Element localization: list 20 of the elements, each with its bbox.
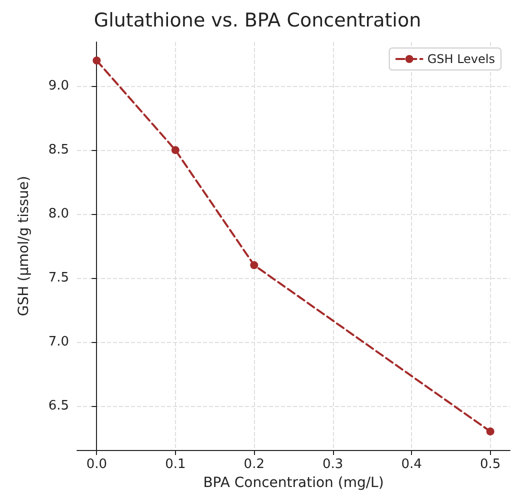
y-tick-label: 9.0 bbox=[48, 78, 69, 94]
y-axis-title: GSH (μmol/g tissue) bbox=[16, 176, 32, 316]
point bbox=[486, 427, 494, 436]
x-tick-label: 0.4 bbox=[401, 457, 422, 472]
x-axis-title: BPA Concentration (mg/L) bbox=[203, 474, 384, 491]
point bbox=[250, 261, 258, 270]
x-tick-label: 0.5 bbox=[480, 457, 501, 472]
x-tick-label: 0.0 bbox=[86, 457, 108, 472]
chart-title: Glutathione vs. BPA Concentration bbox=[94, 10, 422, 32]
legend-label: GSH Levels bbox=[427, 52, 496, 66]
y-tick-label: 6.5 bbox=[48, 398, 69, 414]
y-tick-label: 7.0 bbox=[48, 334, 69, 350]
y-tick-label: 7.5 bbox=[48, 270, 69, 286]
x-tick-label: 0.2 bbox=[244, 457, 264, 472]
point bbox=[92, 56, 101, 65]
x-tick-label: 0.3 bbox=[322, 457, 344, 472]
x-tick-label: 0.1 bbox=[165, 457, 186, 472]
y-tick-label: 8.5 bbox=[48, 142, 69, 158]
y-tick-label: 8.0 bbox=[48, 206, 69, 222]
point bbox=[171, 146, 180, 154]
